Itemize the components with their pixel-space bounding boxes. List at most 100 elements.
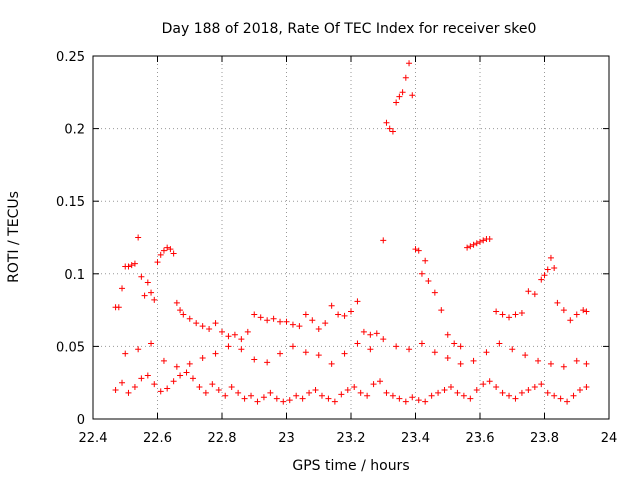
data-point	[315, 325, 322, 332]
data-point	[154, 259, 161, 266]
data-point	[302, 311, 309, 318]
x-axis: 22.4 22.6 22.8 23 23.2 23.4 23.6 23.8 24	[79, 56, 617, 446]
data-point	[506, 314, 513, 321]
data-point	[189, 375, 196, 382]
data-point	[209, 381, 216, 388]
data-point	[470, 241, 477, 248]
data-point	[167, 246, 174, 253]
data-point	[541, 272, 548, 279]
data-point	[480, 237, 487, 244]
data-point	[219, 328, 225, 335]
data-point	[328, 360, 335, 367]
data-point	[525, 386, 532, 393]
data-point	[215, 386, 222, 393]
data-point	[231, 331, 238, 338]
data-point	[257, 314, 264, 321]
data-point	[547, 254, 554, 261]
y-axis-label: ROTI / TECUs	[6, 191, 22, 283]
data-point	[325, 395, 332, 402]
data-point	[260, 394, 267, 401]
data-point	[177, 307, 184, 314]
data-point	[518, 389, 525, 396]
data-point	[412, 246, 419, 253]
data-point	[277, 350, 284, 357]
data-point	[238, 346, 245, 353]
data-point	[464, 244, 471, 251]
data-point	[367, 346, 374, 353]
data-point	[364, 392, 371, 399]
data-point	[293, 392, 300, 399]
data-point	[538, 381, 545, 388]
data-point	[280, 398, 287, 405]
data-point	[119, 379, 126, 386]
data-point	[180, 311, 187, 318]
data-point	[125, 263, 132, 270]
data-point	[512, 395, 519, 402]
data-point	[341, 350, 348, 357]
data-point	[135, 346, 142, 353]
data-point	[402, 74, 409, 81]
data-point	[228, 384, 235, 391]
data-point	[480, 381, 487, 388]
data-point	[160, 247, 167, 254]
data-point	[267, 389, 274, 396]
data-point	[470, 357, 477, 364]
data-point	[576, 386, 583, 393]
data-point	[438, 307, 445, 314]
data-point	[354, 298, 361, 305]
data-point	[251, 356, 258, 363]
data-point	[389, 392, 396, 399]
data-point	[483, 349, 490, 356]
data-point	[119, 285, 126, 292]
x-tick-label: 22.4	[79, 431, 108, 446]
data-point	[289, 321, 296, 328]
data-point	[225, 343, 232, 350]
data-point	[244, 328, 251, 335]
data-point	[447, 384, 454, 391]
data-point	[225, 333, 232, 340]
data-point	[509, 346, 516, 353]
data-point	[393, 343, 400, 350]
data-point	[567, 317, 574, 324]
data-point	[441, 386, 448, 393]
x-tick-label: 22.6	[143, 431, 172, 446]
data-point	[312, 386, 319, 393]
data-point	[144, 372, 151, 379]
data-point	[425, 278, 432, 285]
data-point	[406, 346, 413, 353]
data-point	[377, 378, 384, 385]
data-point	[141, 292, 148, 299]
data-point	[435, 389, 442, 396]
data-point	[273, 395, 280, 402]
data-point	[454, 389, 461, 396]
data-point	[396, 395, 403, 402]
data-point	[554, 299, 561, 306]
data-point	[144, 279, 151, 286]
data-point	[122, 350, 129, 357]
data-point	[570, 392, 577, 399]
chart-title: Day 188 of 2018, Rate Of TEC Index for r…	[162, 21, 537, 37]
data-point	[409, 394, 416, 401]
data-point	[131, 260, 138, 267]
data-point	[551, 264, 558, 271]
data-point	[422, 398, 429, 405]
data-point	[199, 355, 206, 362]
data-point	[547, 360, 554, 367]
data-point	[331, 398, 338, 405]
data-point	[522, 352, 529, 359]
data-point	[254, 398, 261, 405]
data-point	[415, 397, 422, 404]
data-point	[506, 392, 513, 399]
data-point	[557, 395, 564, 402]
x-tick-label: 22.8	[208, 431, 237, 446]
data-point	[341, 312, 348, 319]
data-point	[512, 311, 519, 318]
data-point	[583, 308, 590, 315]
data-point	[560, 307, 567, 314]
data-point	[493, 308, 500, 315]
data-point	[428, 392, 435, 399]
data-point	[573, 311, 580, 318]
data-point	[299, 395, 306, 402]
data-point	[486, 378, 493, 385]
data-point	[393, 99, 400, 106]
